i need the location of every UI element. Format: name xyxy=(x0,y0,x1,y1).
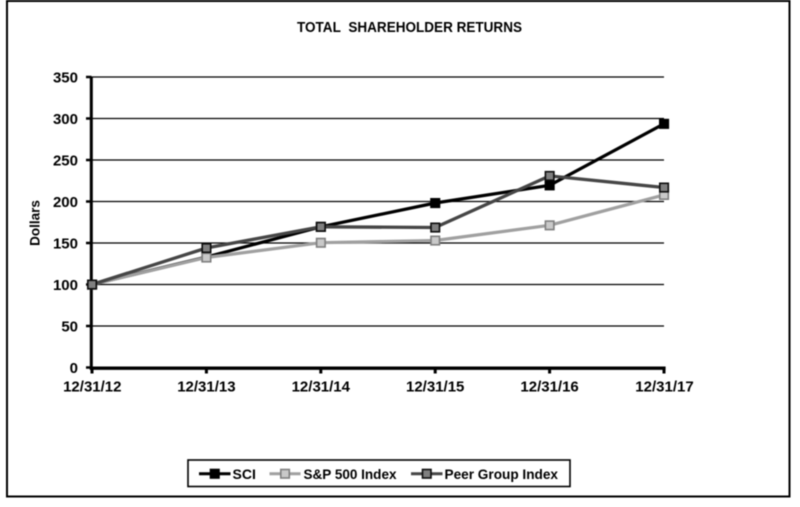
svg-text:350: 350 xyxy=(53,69,78,86)
svg-text:12/31/12: 12/31/12 xyxy=(63,379,121,396)
svg-text:Peer Group Index: Peer Group Index xyxy=(445,466,559,482)
svg-text:100: 100 xyxy=(53,277,78,294)
svg-text:TOTAL SHAREHOLDER RETURNS: TOTAL SHAREHOLDER RETURNS xyxy=(297,20,522,36)
svg-text:S&P 500 Index: S&P 500 Index xyxy=(304,466,397,482)
svg-text:12/31/17: 12/31/17 xyxy=(635,379,693,396)
svg-text:150: 150 xyxy=(53,235,78,252)
svg-text:12/31/13: 12/31/13 xyxy=(177,379,235,396)
svg-text:12/31/16: 12/31/16 xyxy=(520,379,578,396)
svg-text:Dollars: Dollars xyxy=(28,200,43,246)
svg-text:50: 50 xyxy=(61,318,78,335)
svg-text:0: 0 xyxy=(70,360,78,377)
svg-text:200: 200 xyxy=(53,194,78,211)
svg-text:300: 300 xyxy=(53,111,78,128)
svg-text:SCI: SCI xyxy=(233,466,256,482)
svg-text:12/31/14: 12/31/14 xyxy=(292,379,351,396)
svg-text:12/31/15: 12/31/15 xyxy=(406,379,464,396)
svg-text:250: 250 xyxy=(53,152,78,169)
